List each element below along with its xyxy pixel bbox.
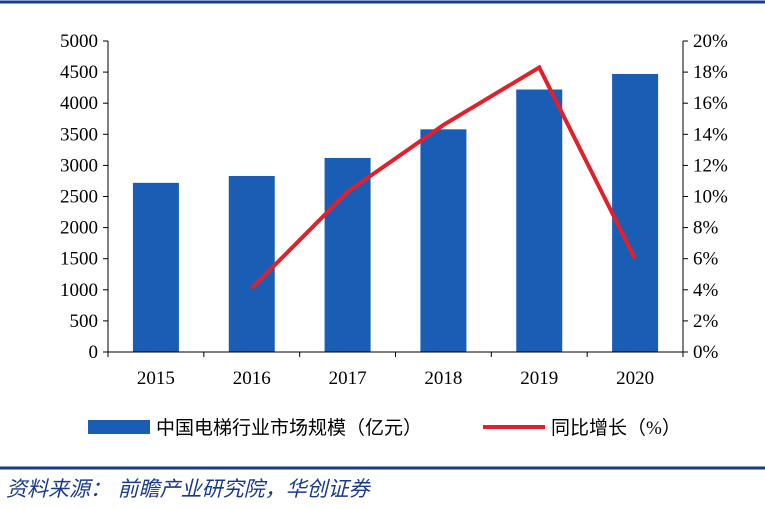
legend-bar-label: 中国电梯行业市场规模（亿元） xyxy=(156,417,422,439)
right-tick-label: 18% xyxy=(693,62,728,83)
x-tick-label: 2019 xyxy=(520,368,558,389)
left-tick-label: 1500 xyxy=(60,249,98,270)
left-tick-label: 4500 xyxy=(60,62,98,83)
bar-2017 xyxy=(325,158,371,352)
bar-2019 xyxy=(516,90,562,352)
legend-line-label: 同比增长（%） xyxy=(551,417,681,439)
x-tick-label: 2016 xyxy=(233,368,271,389)
x-tick-label: 2018 xyxy=(424,368,462,389)
right-tick-label: 16% xyxy=(693,93,728,114)
left-tick-label: 0 xyxy=(89,342,99,363)
bar-2016 xyxy=(229,176,275,352)
left-tick-label: 2500 xyxy=(60,187,98,208)
right-tick-label: 0% xyxy=(693,342,719,363)
x-tick-label: 2020 xyxy=(616,368,654,389)
x-tick-label: 2017 xyxy=(329,368,367,389)
bar-2020 xyxy=(612,74,658,352)
right-tick-label: 14% xyxy=(693,124,728,145)
source-note: 资料来源： 前瞻产业研究院，华创证券 xyxy=(6,473,370,503)
bar-2018 xyxy=(420,129,466,352)
right-tick-label: 2% xyxy=(693,311,719,332)
right-tick-label: 6% xyxy=(693,249,719,270)
left-tick-label: 3000 xyxy=(60,155,98,176)
right-tick-label: 12% xyxy=(693,155,728,176)
left-tick-label: 2000 xyxy=(60,218,98,239)
bar-2015 xyxy=(133,183,179,352)
bars xyxy=(133,74,658,352)
left-tick-label: 5000 xyxy=(60,31,98,52)
legend-bar-swatch xyxy=(88,420,150,434)
x-tick-label: 2015 xyxy=(137,368,175,389)
right-tick-label: 20% xyxy=(693,31,728,52)
right-tick-label: 8% xyxy=(693,218,719,239)
right-tick-label: 4% xyxy=(693,280,719,301)
left-tick-label: 4000 xyxy=(60,93,98,114)
left-tick-label: 500 xyxy=(70,311,99,332)
legend: 中国电梯行业市场规模（亿元） 同比增长（%） xyxy=(88,417,681,439)
left-tick-label: 1000 xyxy=(60,280,98,301)
left-tick-label: 3500 xyxy=(60,124,98,145)
right-tick-label: 10% xyxy=(693,187,728,208)
